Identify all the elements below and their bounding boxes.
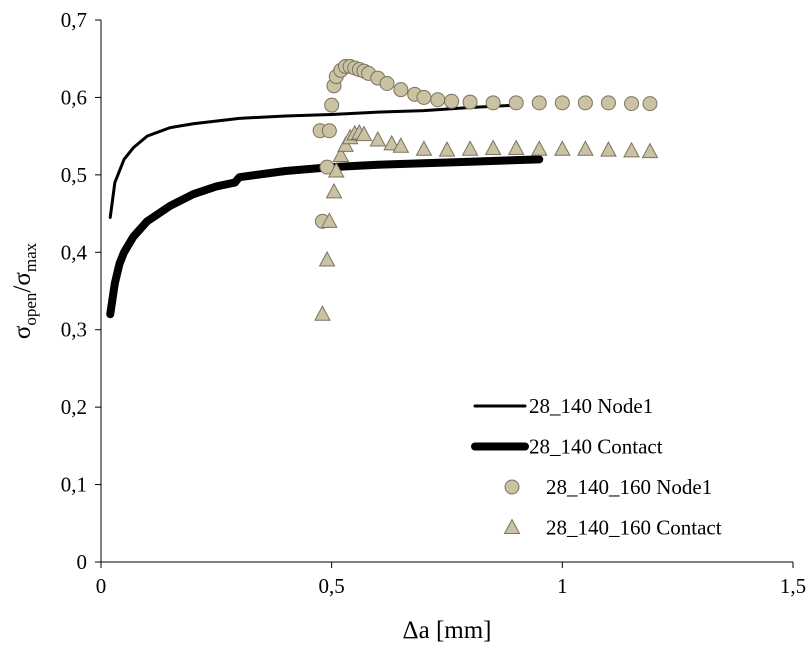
y-tick-label: 0,7: [61, 8, 87, 32]
data-point: [444, 93, 460, 109]
data-point: [485, 95, 501, 111]
legend-swatch: [504, 479, 520, 495]
data-point: [332, 146, 350, 162]
data-point: [461, 140, 479, 156]
data-point: [553, 140, 571, 156]
y-label-part: /σ: [9, 272, 36, 293]
data-point: [508, 95, 524, 111]
y-label-part: open: [21, 292, 40, 326]
x-axis-label: Δa [mm]: [403, 617, 492, 644]
data-point: [393, 82, 409, 98]
data-point: [623, 141, 640, 158]
x-tick-label: 0,5: [319, 574, 345, 598]
data-point: [600, 141, 617, 157]
data-point: [416, 89, 432, 105]
data-point: [642, 96, 658, 112]
series-line: [106, 155, 544, 319]
legend-label: 28_140 Contact: [529, 435, 663, 459]
data-point: [369, 130, 387, 147]
data-point: [554, 95, 570, 111]
y-tick-label: 0: [77, 550, 88, 574]
data-point: [624, 96, 640, 112]
x-tick-label: 1,5: [780, 574, 806, 598]
data-point: [641, 142, 659, 159]
data-point: [600, 95, 616, 111]
data-point: [430, 92, 446, 108]
y-tick-label: 0,5: [61, 163, 87, 187]
data-point: [530, 140, 548, 156]
data-point: [379, 75, 395, 91]
y-tick-label: 0,1: [61, 473, 87, 497]
data-point: [507, 139, 525, 156]
y-tick-label: 0,4: [61, 240, 88, 264]
y-label-part: max: [21, 242, 40, 272]
data-point: [337, 136, 354, 152]
data-point: [577, 95, 593, 111]
legend-label: 28_140 Node1: [529, 394, 653, 418]
data-point: [577, 140, 594, 156]
data-point: [321, 212, 338, 228]
data-point: [462, 94, 478, 110]
data-point: [314, 305, 331, 321]
series-line: [108, 103, 518, 219]
data-point: [531, 95, 547, 111]
data-point: [383, 134, 400, 151]
data-point: [484, 139, 502, 156]
data-point: [324, 97, 340, 113]
legend-label: 28_140_160 Node1: [546, 475, 712, 499]
y-tick-label: 0,3: [61, 318, 87, 342]
data-point: [355, 125, 373, 142]
legend-swatch: [503, 518, 521, 534]
data-point: [327, 161, 345, 178]
y-axis-label: σopen/σmax: [9, 242, 40, 339]
x-tick-label: 1: [557, 574, 568, 598]
data-point: [325, 182, 343, 199]
legend-label: 28_140_160 Contact: [546, 516, 722, 540]
data-point: [321, 123, 337, 139]
x-tick-label: 0: [96, 574, 107, 598]
y-tick-label: 0,2: [61, 395, 87, 419]
y-label-part: σ: [9, 325, 36, 339]
data-point: [392, 137, 410, 153]
data-point: [318, 250, 336, 267]
y-tick-label: 0,6: [61, 85, 87, 109]
data-point: [415, 140, 433, 156]
data-point: [438, 141, 456, 157]
